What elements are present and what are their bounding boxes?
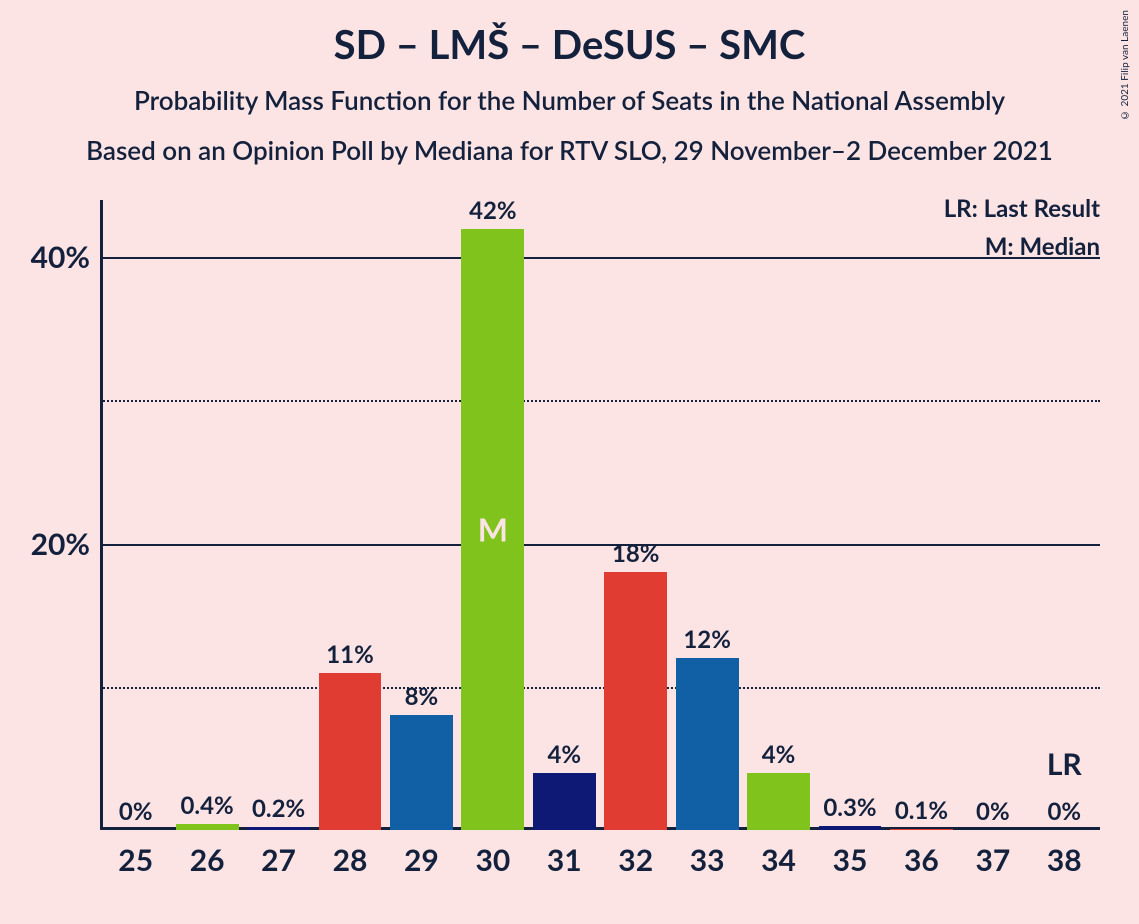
x-tick-label: 35 (833, 830, 868, 878)
x-tick-label: 29 (404, 830, 439, 878)
bar-value-label: 11% (326, 640, 374, 673)
x-tick-label: 25 (118, 830, 153, 878)
bar: 4% (533, 773, 596, 830)
bar-value-label: 0% (976, 797, 1010, 830)
x-tick-label: 31 (547, 830, 582, 878)
x-tick-label: 33 (690, 830, 725, 878)
bar: 4% (747, 773, 810, 830)
chart-title: SD – LMŠ – DeSUS – SMC (0, 20, 1139, 68)
last-result-marker: LR (1047, 746, 1082, 782)
y-axis (100, 200, 103, 830)
plot-area: 20%40%LR: Last ResultM: Median0%0.4%0.2%… (100, 200, 1100, 830)
bar: 8% (390, 715, 453, 830)
x-tick-label: 27 (261, 830, 296, 878)
bar-value-label: 12% (683, 625, 731, 658)
x-tick-label: 34 (761, 830, 796, 878)
x-tick-label: 30 (475, 830, 510, 878)
x-tick-label: 32 (618, 830, 653, 878)
legend-median: M: Median (985, 232, 1100, 261)
y-tick-label: 20% (31, 526, 100, 562)
bar-value-label: 0.1% (895, 796, 948, 829)
gridline-major (100, 544, 1100, 546)
chart-subtitle-2: Based on an Opinion Poll by Mediana for … (0, 134, 1139, 166)
x-tick-label: 28 (333, 830, 368, 878)
bar-value-label: 4% (547, 740, 581, 773)
bar: 42%M (461, 229, 524, 830)
bar-value-label: 0.3% (823, 793, 876, 826)
x-tick-label: 38 (1047, 830, 1082, 878)
y-tick-label: 40% (31, 239, 100, 275)
bar: 11% (319, 673, 382, 831)
chart-canvas: © 2021 Filip van Laenen SD – LMŠ – DeSUS… (0, 0, 1139, 924)
bar-value-label: 0% (119, 797, 153, 830)
x-tick-label: 36 (904, 830, 939, 878)
x-tick-label: 37 (975, 830, 1010, 878)
bar-value-label: 0.2% (252, 794, 305, 827)
bar-value-label: 42% (469, 196, 517, 229)
gridline-major (100, 257, 1100, 259)
x-tick-label: 26 (190, 830, 225, 878)
bar: 18% (604, 572, 667, 830)
median-marker: M (478, 510, 508, 549)
gridline-minor (100, 400, 1100, 402)
bar-value-label: 0.4% (181, 791, 234, 824)
legend-last-result: LR: Last Result (944, 194, 1100, 223)
bar: 12% (676, 658, 739, 830)
bar-value-label: 18% (612, 539, 660, 572)
bar-value-label: 4% (762, 740, 796, 773)
bar-value-label: 8% (405, 682, 439, 715)
gridline-minor (100, 687, 1100, 689)
bar-value-label: 0% (1047, 797, 1081, 830)
chart-subtitle-1: Probability Mass Function for the Number… (0, 84, 1139, 116)
